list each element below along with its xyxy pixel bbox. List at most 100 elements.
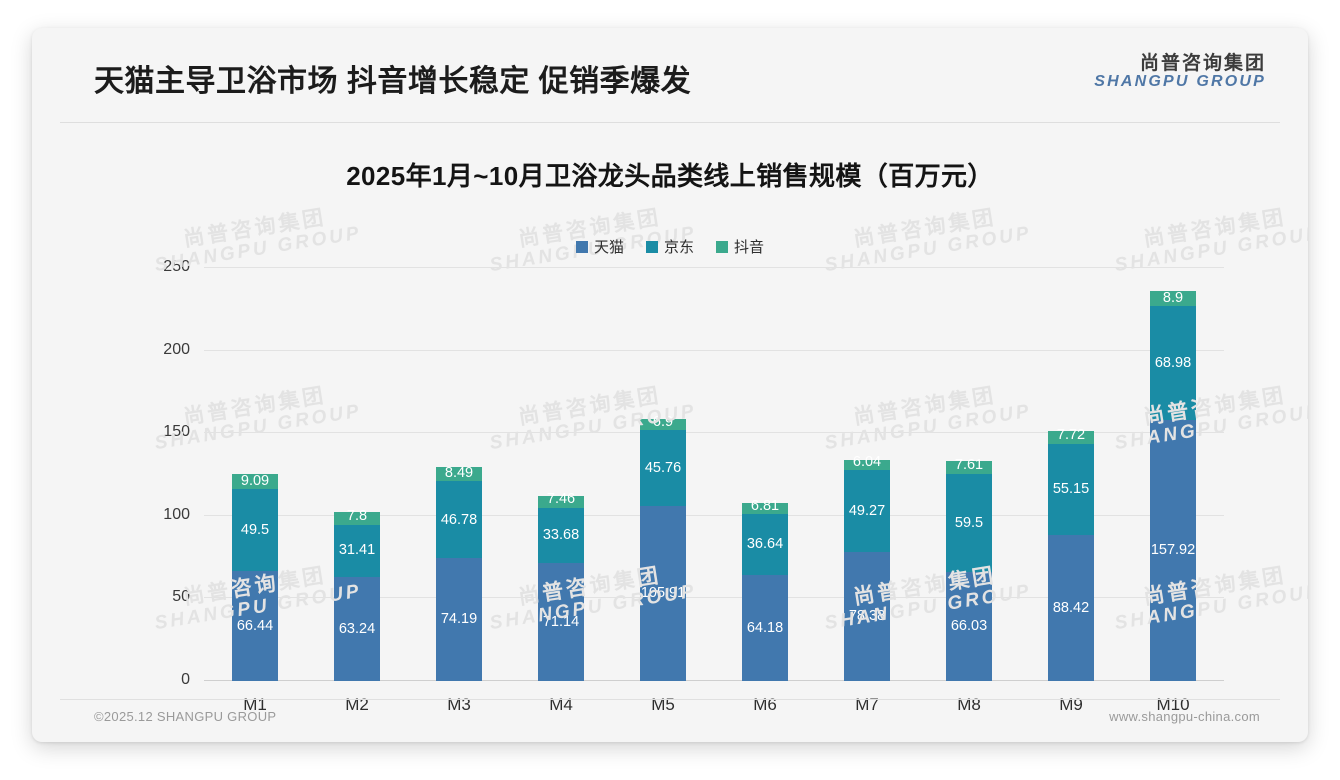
bar-value-label: 6.04 (852, 453, 882, 470)
bar-segment-京东[interactable]: 31.41 (334, 524, 380, 577)
x-axis-tick-label: M2 (345, 695, 369, 714)
bar-segment-抖音[interactable]: 7.8 (334, 508, 380, 525)
bar-group[interactable]: 63.24 31.41 7.8 (334, 508, 380, 681)
brand-logo: 尚普咨询集团 SHANGPU GROUP (1094, 53, 1266, 91)
bar-segment-抖音[interactable]: 7.46 (538, 492, 584, 508)
bar-segment-京东[interactable]: 59.5 (946, 473, 992, 572)
bar-segment-抖音[interactable]: 6.81 (742, 499, 788, 515)
bar-group[interactable]: 66.03 59.5 7.61 (946, 457, 992, 681)
legend-label: 京东 (663, 239, 694, 256)
bar-segment-抖音[interactable]: 7.61 (946, 457, 992, 474)
bar-segment-天猫[interactable]: 66.44 (232, 571, 278, 681)
legend-item-天猫[interactable]: 天猫 (575, 236, 624, 257)
bar-value-label: 71.14 (542, 613, 580, 630)
y-axis-tick-label: 250 (163, 258, 190, 275)
legend-swatch-icon (575, 240, 588, 253)
bar-segment-京东[interactable]: 68.98 (1150, 306, 1196, 421)
bar-segment-京东[interactable]: 45.76 (640, 430, 686, 507)
bar-segment-天猫[interactable]: 105.91 (640, 506, 686, 681)
bar-value-label: 78.38 (848, 608, 886, 625)
legend-label: 抖音 (734, 239, 765, 256)
bar-value-label: 88.42 (1052, 599, 1090, 616)
bar-value-label: 8.49 (444, 464, 474, 481)
bar-segment-抖音[interactable]: 6.04 (844, 455, 890, 471)
x-axis-tick-label: M6 (753, 695, 777, 714)
footer-divider (60, 699, 1280, 700)
bar-value-label: 9.09 (240, 472, 270, 489)
legend-item-抖音[interactable]: 抖音 (716, 236, 764, 257)
bar-value-label: 66.44 (236, 617, 274, 634)
bar-segment-京东[interactable]: 36.64 (742, 514, 788, 575)
x-axis-tick-label: M4 (549, 695, 573, 714)
bar-segment-天猫[interactable]: 71.14 (538, 563, 584, 681)
y-axis-tick-label: 0 (181, 671, 190, 688)
x-axis-tick-label: M5 (651, 695, 675, 714)
bar-value-label: 68.98 (1154, 354, 1192, 371)
bar-segment-天猫[interactable]: 74.19 (436, 558, 482, 681)
bar-segment-天猫[interactable]: 64.18 (742, 574, 788, 681)
gridline: 250 (163, 258, 1224, 275)
x-axis-tick-label: M3 (447, 695, 471, 714)
header-divider (60, 122, 1280, 123)
chart-title: 2025年1月~10月卫浴龙头品类线上销售规模（百万元） (346, 161, 994, 191)
bar-value-label: 36.64 (746, 536, 784, 553)
y-axis-tick-label: 50 (172, 588, 190, 606)
bar-group[interactable]: 64.18 36.64 6.81 (742, 499, 788, 681)
bar-segment-天猫[interactable]: 63.24 (334, 576, 380, 681)
bar-value-label: 8.9 (1162, 289, 1184, 306)
bar-value-label: 74.19 (440, 611, 478, 628)
bar-segment-京东[interactable]: 49.5 (232, 489, 278, 572)
bar-value-label: 157.92 (1150, 542, 1196, 559)
x-axis-tick-label: M7 (855, 695, 879, 714)
bar-segment-抖音[interactable]: 8.9 (1150, 289, 1196, 307)
brand-logo-en: SHANGPU GROUP (1094, 73, 1266, 91)
slide-card: 天猫主导卫浴市场 抖音增长稳定 促销季爆发 尚普咨询集团 SHANGPU GRO… (32, 28, 1308, 742)
gridline: 200 (163, 341, 1224, 358)
bar-value-label: 7.61 (954, 457, 984, 474)
bar-segment-天猫[interactable]: 66.03 (946, 571, 992, 681)
bar-segment-抖音[interactable]: 6.9 (640, 415, 686, 431)
y-axis-tick-label: 100 (163, 505, 190, 523)
bar-group[interactable]: 105.91 45.76 6.9 (640, 415, 686, 681)
y-axis-tick-label: 200 (163, 340, 190, 358)
slide-header: 天猫主导卫浴市场 抖音增长稳定 促销季爆发 尚普咨询集团 SHANGPU GRO… (32, 28, 1308, 122)
bar-segment-抖音[interactable]: 7.72 (1048, 428, 1094, 444)
chart-legend: 天猫 京东 抖音 (32, 236, 1308, 257)
bar-segment-京东[interactable]: 49.27 (844, 470, 890, 552)
bar-group[interactable]: 157.92 68.98 8.9 (1150, 291, 1196, 681)
bar-segment-京东[interactable]: 33.68 (538, 507, 584, 564)
x-axis-tick-label: M9 (1059, 695, 1083, 714)
bar-value-label: 55.15 (1052, 481, 1090, 498)
gridline: 50 (172, 588, 1224, 605)
gridline: 100 (163, 506, 1224, 523)
bar-group[interactable]: 88.42 55.15 7.72 (1048, 428, 1094, 681)
bar-group[interactable]: 74.19 46.78 8.49 (436, 464, 482, 681)
bar-group[interactable]: 71.14 33.68 7.46 (538, 492, 584, 681)
bar-group[interactable]: 78.38 49.27 6.04 (844, 455, 890, 681)
bar-segment-天猫[interactable]: 78.38 (844, 551, 890, 681)
bar-value-label: 31.41 (338, 542, 376, 559)
bar-value-label: 105.91 (640, 585, 686, 602)
bar-value-label: 7.46 (546, 491, 576, 508)
bar-value-label: 7.8 (346, 508, 368, 525)
chart-container: 尚普咨询集团 SHANGPU GROUP 尚普咨询集团 SHANGPU GROUP 尚普… (32, 206, 1308, 714)
bar-segment-京东[interactable]: 46.78 (436, 481, 482, 559)
bar-value-label: 46.78 (440, 511, 478, 528)
legend-swatch-icon (645, 240, 658, 253)
legend-label: 天猫 (593, 239, 624, 256)
bar-segment-天猫[interactable]: 157.92 (1150, 420, 1196, 681)
bar-segment-天猫[interactable]: 88.42 (1048, 534, 1094, 681)
page-title: 天猫主导卫浴市场 抖音增长稳定 促销季爆发 (94, 65, 692, 98)
bar-value-label: 59.5 (954, 514, 984, 531)
x-axis-line: 0 (181, 671, 1224, 688)
bar-group[interactable]: 66.44 49.5 9.09 (232, 474, 278, 681)
bar-segment-抖音[interactable]: 8.49 (436, 464, 482, 482)
x-axis-tick-label: M8 (957, 695, 981, 714)
brand-logo-cn: 尚普咨询集团 (1139, 53, 1266, 74)
bar-segment-京东[interactable]: 55.15 (1048, 443, 1094, 535)
bar-segment-抖音[interactable]: 9.09 (232, 472, 278, 490)
legend-item-京东[interactable]: 京东 (645, 236, 694, 257)
legend-swatch-icon (716, 240, 728, 253)
bar-value-label: 6.9 (652, 413, 674, 430)
